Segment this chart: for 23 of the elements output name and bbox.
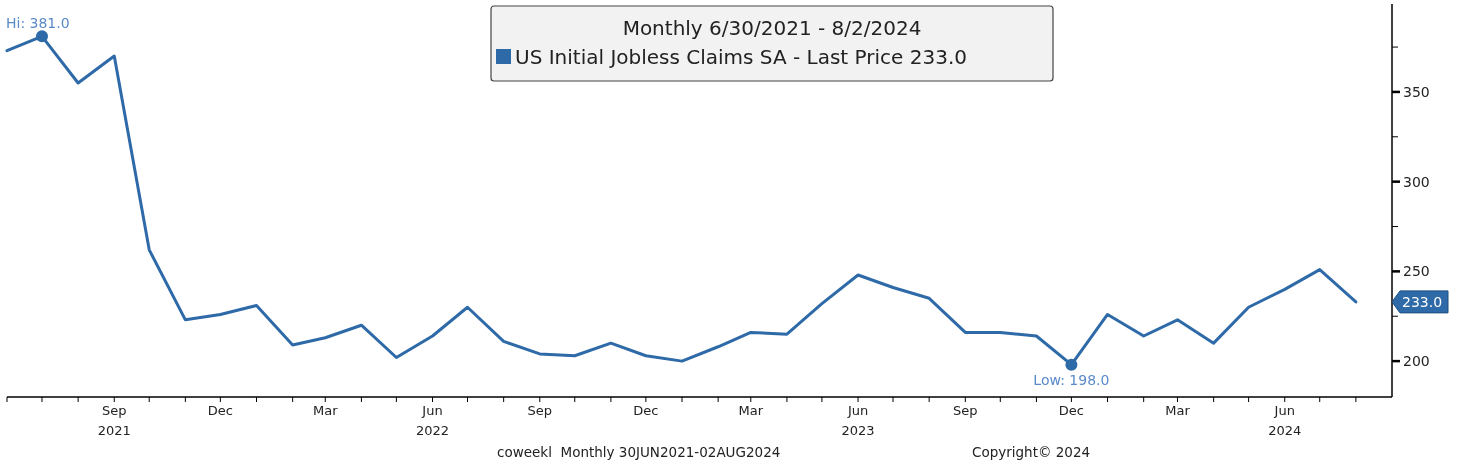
legend-title: Monthly 6/30/2021 - 8/2/2024	[622, 16, 922, 40]
legend-label: US Initial Jobless Claims SA - Last Price 233.0	[515, 45, 967, 69]
x-tick-label: Jun 2022	[415, 403, 450, 438]
x-tick-label: Mar	[1165, 403, 1191, 418]
y-tick-label: 250	[1403, 263, 1430, 280]
text: Copyright© 2024	[972, 444, 1091, 460]
y-tick-label: 350	[1403, 83, 1430, 100]
x-tick-label: Dec	[633, 403, 659, 418]
x-tick-label: Dec	[1058, 403, 1084, 418]
text: coweekl Monthly 30JUN2021-02AUG2024	[497, 444, 781, 460]
y-tick-label: 300	[1403, 173, 1430, 190]
x-tick-label: Sep	[527, 403, 553, 418]
x-tick-label: Jun 2024	[1268, 403, 1302, 438]
x-tick-label: Mar	[313, 403, 339, 418]
price-tag: 233.0	[1391, 290, 1449, 314]
x-tick-label: Dec	[207, 403, 233, 418]
y-tick-label: 200	[1403, 353, 1430, 370]
x-tick-label: Jun 2023	[841, 403, 875, 438]
x-tick-label: Sep	[953, 403, 978, 418]
x-tick-label: Sep 2021	[97, 403, 131, 438]
annotation: Low: 198.0	[1033, 371, 1110, 388]
x-tick-label: Mar	[738, 403, 764, 418]
annotation: Hi: 381.0	[5, 15, 70, 32]
